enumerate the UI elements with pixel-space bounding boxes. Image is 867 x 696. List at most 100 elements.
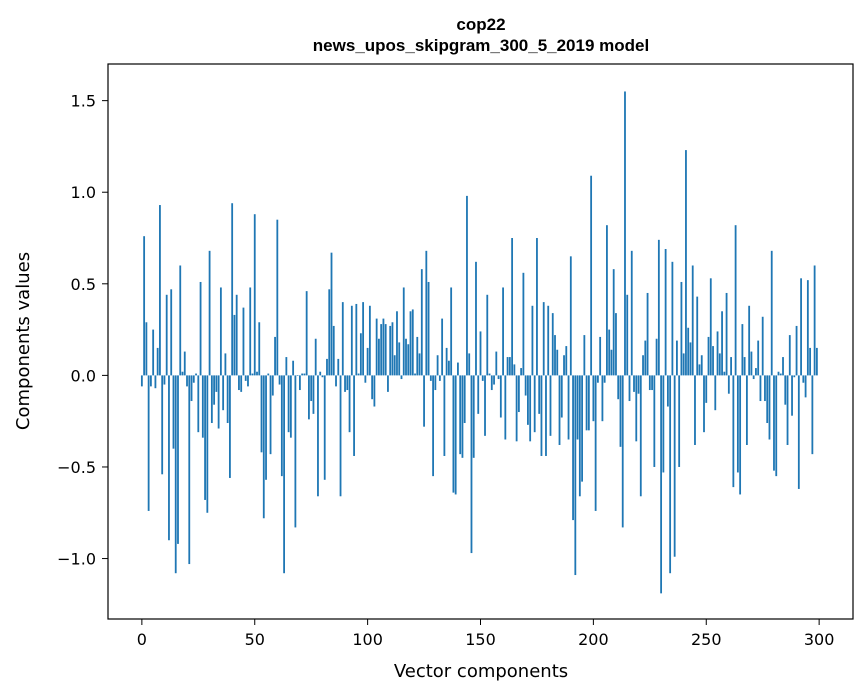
bar xyxy=(344,375,346,392)
bar xyxy=(432,375,434,477)
bar xyxy=(362,302,365,376)
bar xyxy=(755,368,757,376)
bar xyxy=(793,375,796,378)
bar xyxy=(621,375,624,528)
bar xyxy=(592,375,595,422)
bar xyxy=(486,294,489,376)
bar xyxy=(339,375,342,497)
bar xyxy=(274,336,276,376)
bar xyxy=(669,375,672,574)
bar xyxy=(718,353,721,376)
bar xyxy=(305,291,308,376)
bar xyxy=(278,375,281,385)
bar xyxy=(174,375,177,574)
bar xyxy=(698,364,701,376)
bar xyxy=(694,375,696,445)
bar xyxy=(391,322,394,376)
bar xyxy=(280,375,283,477)
bar xyxy=(752,375,755,380)
bar xyxy=(587,375,590,431)
bar xyxy=(461,375,464,458)
bar xyxy=(815,347,818,376)
bar xyxy=(536,238,538,376)
bar xyxy=(493,375,495,385)
bar xyxy=(181,371,184,376)
bar xyxy=(409,311,412,376)
bar xyxy=(619,375,622,447)
bar xyxy=(418,353,421,376)
bar xyxy=(215,375,218,392)
bar xyxy=(156,347,159,376)
bar xyxy=(201,375,204,438)
bar xyxy=(757,340,760,376)
bar xyxy=(732,375,735,488)
y-axis-ticks: −1.0 −0.5 0.0 0.5 1.0 1.5 xyxy=(57,92,108,569)
bar xyxy=(764,375,766,402)
bar xyxy=(601,375,604,422)
bar xyxy=(773,375,775,471)
bars-group xyxy=(140,91,818,594)
bar xyxy=(283,375,285,574)
bar xyxy=(506,357,509,376)
bar xyxy=(341,302,344,376)
bar xyxy=(714,375,717,411)
bar xyxy=(716,331,719,376)
bar xyxy=(222,375,225,411)
bar xyxy=(244,375,247,381)
bar xyxy=(233,314,236,376)
bar xyxy=(484,375,486,436)
bar xyxy=(687,327,690,376)
bar xyxy=(210,375,213,424)
bar xyxy=(314,338,317,376)
bar xyxy=(800,278,802,376)
bar xyxy=(447,360,450,376)
bar xyxy=(569,256,572,376)
bar xyxy=(644,340,647,376)
bar xyxy=(249,287,252,376)
bar xyxy=(170,289,173,376)
bar xyxy=(373,375,376,407)
bar xyxy=(511,238,514,376)
bar xyxy=(445,347,448,376)
bar xyxy=(542,302,545,376)
bar xyxy=(328,289,331,376)
y-tick-label: 1.0 xyxy=(71,183,96,202)
bar xyxy=(727,375,730,394)
bar xyxy=(736,375,739,473)
bar xyxy=(321,375,324,378)
bar xyxy=(423,375,425,427)
bar xyxy=(414,373,416,376)
bar xyxy=(350,305,353,376)
x-tick-label: 0 xyxy=(137,630,147,649)
bar xyxy=(425,250,428,376)
bar xyxy=(258,322,261,376)
bar xyxy=(549,375,552,436)
x-tick-label: 300 xyxy=(804,630,835,649)
bar xyxy=(540,375,543,456)
bar xyxy=(768,375,771,440)
bar xyxy=(748,305,751,376)
bar xyxy=(680,281,683,376)
bar xyxy=(405,338,407,376)
bar xyxy=(353,375,355,456)
bar xyxy=(639,375,642,497)
bar xyxy=(651,375,653,391)
bar xyxy=(199,281,202,376)
plot-area-frame xyxy=(107,63,854,620)
bar xyxy=(529,375,532,442)
bar xyxy=(188,375,191,565)
bar xyxy=(685,150,687,376)
bar xyxy=(556,349,559,376)
bar xyxy=(520,368,523,376)
bar xyxy=(276,219,279,376)
bar xyxy=(504,375,507,440)
bar xyxy=(488,373,491,376)
bar xyxy=(709,278,712,376)
bar xyxy=(472,375,475,458)
bar xyxy=(393,355,396,376)
x-tick-label: 200 xyxy=(578,630,609,649)
bar xyxy=(168,375,170,541)
bar xyxy=(396,311,398,376)
bar xyxy=(332,325,335,376)
